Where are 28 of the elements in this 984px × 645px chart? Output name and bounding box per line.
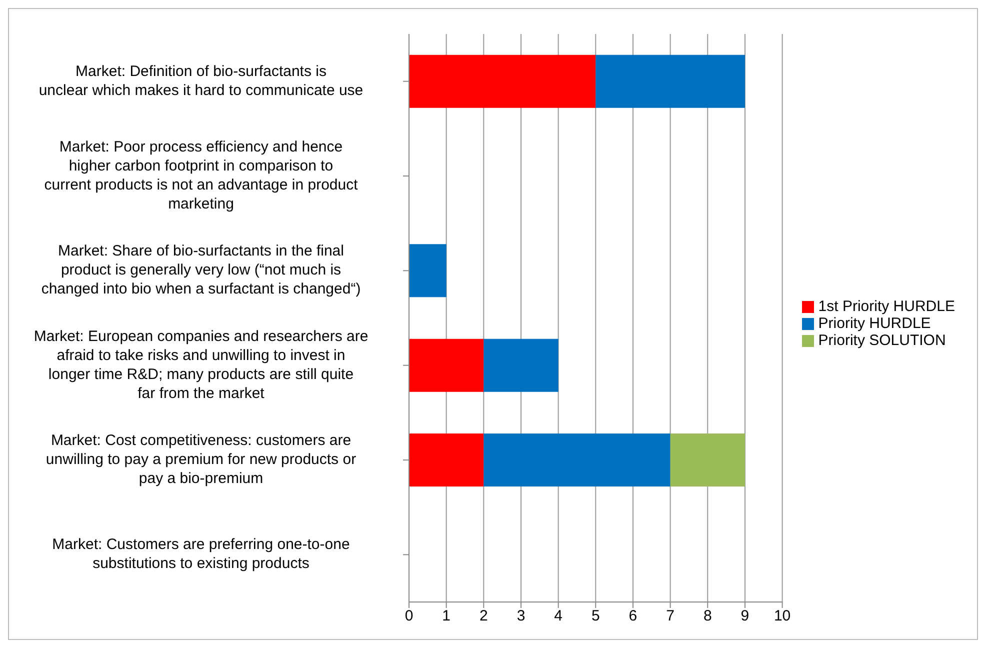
- x-tick-label: 8: [703, 608, 712, 625]
- x-tick-label: 9: [740, 608, 750, 625]
- x-tick-label: 4: [554, 608, 562, 625]
- y-tick-label: Market: European companies and researchers are afraid to take risks and unwilling to invest in longer time R&D; many products are still quite far from the market: [34, 328, 368, 402]
- legend-label: 1st Priority HURDLE: [818, 298, 955, 314]
- bar: [409, 244, 446, 298]
- bar: [484, 338, 558, 392]
- bar: [409, 338, 484, 392]
- y-tick-label: Market: Share of bio-surfactants in the final product is generally very low (“not much is changed into bio when a surfactant is changed“): [41, 242, 361, 298]
- x-tick-label: 2: [479, 608, 488, 625]
- legend-label: Priority HURDLE: [818, 314, 931, 332]
- x-tick-label: 1: [442, 608, 450, 625]
- x-tick-label: 0: [404, 608, 414, 625]
- bar: [409, 433, 484, 486]
- x-tick-label: 6: [628, 608, 638, 625]
- bar: [596, 54, 745, 108]
- x-tick-label: 10: [774, 608, 791, 625]
- y-tick-label: Market: Customers are preferring one-to-one substitutions to existing products: [52, 536, 350, 572]
- x-tick-label: 5: [591, 608, 600, 625]
- y-tick-label: Market: Poor process efficiency and hence higher carbon footprint in comparison to current products is not an advantage in product marketing: [44, 138, 359, 212]
- x-tick-label: 3: [516, 608, 526, 625]
- y-tick-label: Market: Definition of bio-surfactants is unclear which makes it hard to communicate use: [38, 62, 364, 99]
- x-tick-label: 7: [666, 608, 674, 625]
- bar: [670, 433, 745, 486]
- bar: [484, 433, 670, 486]
- y-tick-label: Market: Cost competitiveness: customers are unwilling to pay a premium for new products or pay a bio-premium: [46, 432, 356, 487]
- bar: [409, 54, 596, 108]
- legend-label: Priority SOLUTION: [818, 332, 946, 348]
